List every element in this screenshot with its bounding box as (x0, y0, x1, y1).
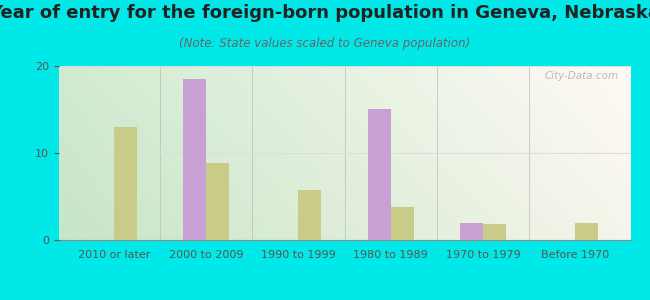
Bar (575, 223, 598, 240)
Bar (460, 223, 483, 240)
Text: (Note: State values scaled to Geneva population): (Note: State values scaled to Geneva pop… (179, 38, 471, 50)
Bar (298, 190, 322, 240)
Bar (483, 224, 506, 240)
Text: City-Data.com: City-Data.com (545, 71, 619, 81)
Text: Year of entry for the foreign-born population in Geneva, Nebraska: Year of entry for the foreign-born popul… (0, 4, 650, 22)
Bar (114, 127, 137, 240)
Bar (391, 207, 413, 240)
Bar (183, 79, 206, 240)
Bar (367, 110, 391, 240)
Bar (206, 164, 229, 240)
